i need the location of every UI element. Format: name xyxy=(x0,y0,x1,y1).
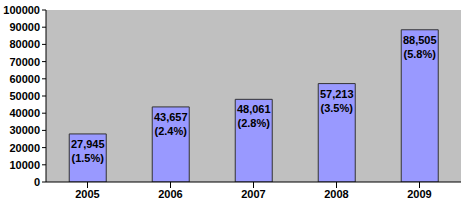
svg-text:60000: 60000 xyxy=(9,73,40,85)
svg-text:48,061(2.8%): 48,061(2.8%) xyxy=(237,103,271,129)
svg-text:0: 0 xyxy=(34,176,40,188)
svg-text:50000: 50000 xyxy=(9,90,40,102)
svg-text:30000: 30000 xyxy=(9,124,40,136)
svg-text:100000: 100000 xyxy=(8,4,40,16)
svg-text:2009: 2009 xyxy=(407,188,431,200)
svg-text:70000: 70000 xyxy=(9,56,40,68)
svg-text:80000: 80000 xyxy=(9,38,40,50)
svg-text:88,505(5.8%): 88,505(5.8%) xyxy=(403,34,437,60)
svg-text:2005: 2005 xyxy=(75,188,99,200)
svg-text:10000: 10000 xyxy=(9,159,40,171)
svg-text:2007: 2007 xyxy=(241,188,265,200)
svg-text:57,213(3.5%): 57,213(3.5%) xyxy=(320,88,354,114)
svg-text:20000: 20000 xyxy=(9,142,40,154)
svg-text:90000: 90000 xyxy=(9,21,40,33)
svg-text:40000: 40000 xyxy=(9,107,40,119)
svg-text:27,945(1.5%): 27,945(1.5%) xyxy=(71,138,105,164)
svg-text:2008: 2008 xyxy=(324,188,348,200)
svg-text:43,657(2.4%): 43,657(2.4%) xyxy=(154,111,188,137)
svg-text:2006: 2006 xyxy=(158,188,182,200)
